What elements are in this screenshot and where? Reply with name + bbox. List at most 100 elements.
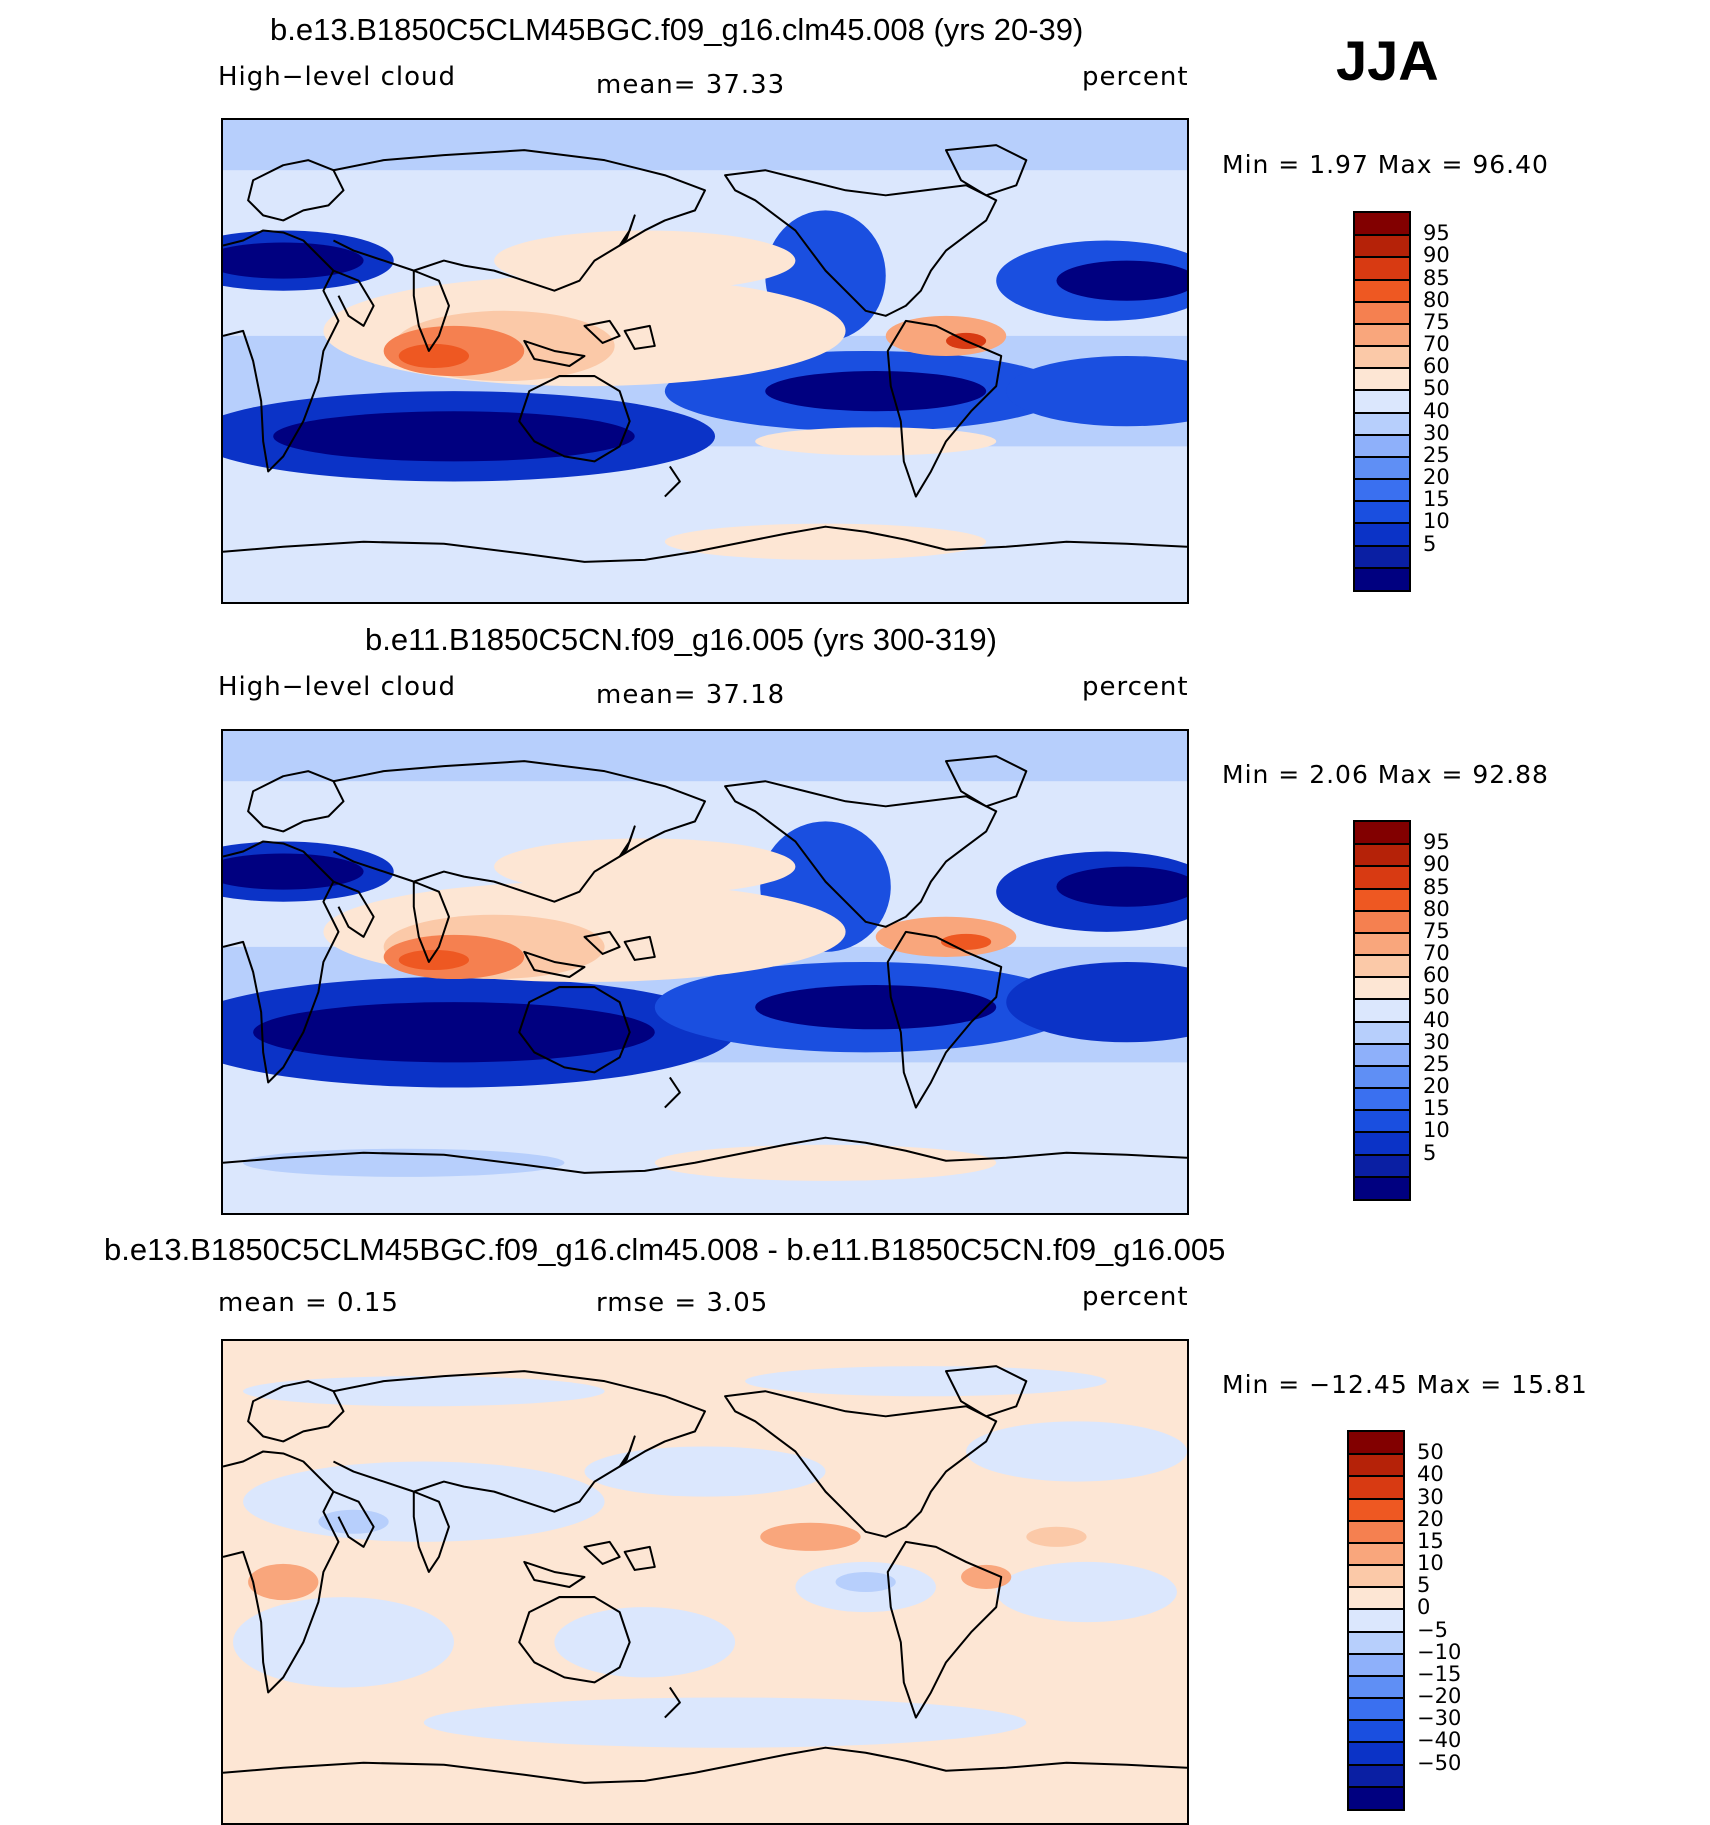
colorbar-tick-label: 70 xyxy=(1423,941,1450,966)
colorbar-swatch xyxy=(1355,999,1409,1023)
colorbar-divider xyxy=(1349,1785,1403,1788)
colorbar-divider xyxy=(1349,1697,1403,1700)
colorbar-swatch xyxy=(1355,955,1409,978)
colorbar-tick-label: 5 xyxy=(1423,1140,1437,1165)
colorbar-tick-label: 5 xyxy=(1423,531,1437,556)
colorbar-tick-label: 60 xyxy=(1423,354,1450,379)
panel2-colorbar xyxy=(1353,820,1411,1201)
colorbar-tick-label: 40 xyxy=(1417,1462,1444,1487)
colorbar-swatch xyxy=(1355,932,1409,956)
colorbar-tick-label: 90 xyxy=(1423,852,1450,877)
colorbar-tick-label: 20 xyxy=(1423,1074,1450,1099)
colorbar-tick-label: −20 xyxy=(1417,1684,1462,1709)
colorbar-swatch xyxy=(1355,545,1409,569)
colorbar-swatch xyxy=(1355,368,1409,391)
colorbar-swatch xyxy=(1355,822,1409,845)
colorbar-swatch xyxy=(1349,1498,1403,1522)
colorbar-tick-label: −50 xyxy=(1417,1750,1462,1775)
colorbar-divider xyxy=(1355,909,1409,912)
colorbar-swatch xyxy=(1355,844,1409,867)
colorbar-tick-label: 80 xyxy=(1423,287,1450,312)
colorbar-swatch xyxy=(1355,1065,1409,1089)
panel3-rmse-label: rmse = 3.05 xyxy=(596,1288,769,1318)
colorbar-swatch xyxy=(1349,1675,1403,1699)
colorbar-tick-label: 40 xyxy=(1423,398,1450,423)
colorbar-divider xyxy=(1349,1763,1403,1766)
colorbar-divider xyxy=(1349,1630,1403,1633)
colorbar-swatch xyxy=(1355,1176,1409,1200)
colorbar-divider xyxy=(1355,455,1409,458)
colorbar-swatch xyxy=(1355,888,1409,912)
colorbar-divider xyxy=(1355,322,1409,325)
panel2-map xyxy=(221,729,1189,1215)
colorbar-swatch xyxy=(1349,1454,1403,1477)
colorbar-tick-label: 10 xyxy=(1423,509,1450,534)
panel3-units-label: percent xyxy=(1082,1282,1189,1312)
colorbar-tick-label: 50 xyxy=(1423,376,1450,401)
panel1-colorbar xyxy=(1353,211,1411,592)
colorbar-tick-label: 75 xyxy=(1423,309,1450,334)
colorbar-divider xyxy=(1355,1042,1409,1045)
colorbar-tick-label: 90 xyxy=(1423,243,1450,268)
colorbar-divider xyxy=(1355,433,1409,436)
colorbar-tick-label: 80 xyxy=(1423,896,1450,921)
colorbar-swatch xyxy=(1355,567,1409,591)
colorbar-swatch xyxy=(1355,412,1409,436)
colorbar-divider xyxy=(1355,865,1409,868)
colorbar-swatch xyxy=(1355,1021,1409,1045)
colorbar-tick-label: 30 xyxy=(1423,420,1450,445)
colorbar-swatch xyxy=(1355,257,1409,281)
colorbar-swatch xyxy=(1355,434,1409,458)
colorbar-tick-label: 10 xyxy=(1417,1551,1444,1576)
colorbar-tick-label: 60 xyxy=(1423,963,1450,988)
colorbar-swatch xyxy=(1355,346,1409,369)
colorbar-tick-label: 15 xyxy=(1423,1096,1450,1121)
colorbar-swatch xyxy=(1349,1476,1403,1500)
colorbar-tick-label: 15 xyxy=(1417,1528,1444,1553)
colorbar-swatch xyxy=(1355,1154,1409,1178)
colorbar-swatch xyxy=(1355,1088,1409,1111)
colorbar-divider xyxy=(1355,500,1409,503)
colorbar-divider xyxy=(1355,843,1409,846)
colorbar-divider xyxy=(1349,1608,1403,1611)
colorbar-swatch xyxy=(1355,279,1409,303)
colorbar-swatch xyxy=(1355,213,1409,236)
colorbar-divider xyxy=(1349,1674,1403,1677)
colorbar-swatch xyxy=(1355,479,1409,502)
colorbar-swatch xyxy=(1349,1742,1403,1766)
panel3-map xyxy=(221,1339,1189,1825)
colorbar-tick-label: 0 xyxy=(1417,1595,1431,1620)
panel2-title: b.e11.B1850C5CN.f09_g16.005 (yrs 300-319… xyxy=(365,622,997,657)
colorbar-divider xyxy=(1349,1741,1403,1744)
colorbar-tick-label: −10 xyxy=(1417,1639,1462,1664)
colorbar-tick-label: 50 xyxy=(1423,985,1450,1010)
colorbar-tick-label: −30 xyxy=(1417,1706,1462,1731)
panel2-mean-label: mean= 37.18 xyxy=(596,680,786,710)
colorbar-tick-label: 85 xyxy=(1423,265,1450,290)
colorbar-divider xyxy=(1355,1131,1409,1134)
colorbar-divider xyxy=(1349,1586,1403,1589)
colorbar-swatch xyxy=(1355,523,1409,547)
colorbar-divider xyxy=(1349,1475,1403,1478)
season-label: JJA xyxy=(1336,29,1439,92)
colorbar-swatch xyxy=(1349,1764,1403,1788)
colorbar-divider xyxy=(1355,1153,1409,1156)
colorbar-tick-label: 20 xyxy=(1417,1506,1444,1531)
panel3-map-svg xyxy=(223,1341,1187,1823)
panel2-variable-label: High−level cloud xyxy=(218,672,457,702)
colorbar-divider xyxy=(1349,1541,1403,1544)
colorbar-swatch xyxy=(1349,1520,1403,1544)
colorbar-tick-label: −15 xyxy=(1417,1661,1462,1686)
colorbar-tick-label: 10 xyxy=(1423,1118,1450,1143)
colorbar-divider xyxy=(1355,522,1409,525)
colorbar-swatch xyxy=(1349,1542,1403,1566)
colorbar-divider xyxy=(1355,1020,1409,1023)
colorbar-tick-label: 40 xyxy=(1423,1007,1450,1032)
colorbar-divider xyxy=(1355,544,1409,547)
colorbar-tick-label: 15 xyxy=(1423,487,1450,512)
colorbar-divider xyxy=(1355,976,1409,979)
colorbar-swatch xyxy=(1349,1720,1403,1743)
panel1-map xyxy=(221,118,1189,604)
colorbar-divider xyxy=(1355,478,1409,481)
colorbar-tick-label: 95 xyxy=(1423,221,1450,246)
